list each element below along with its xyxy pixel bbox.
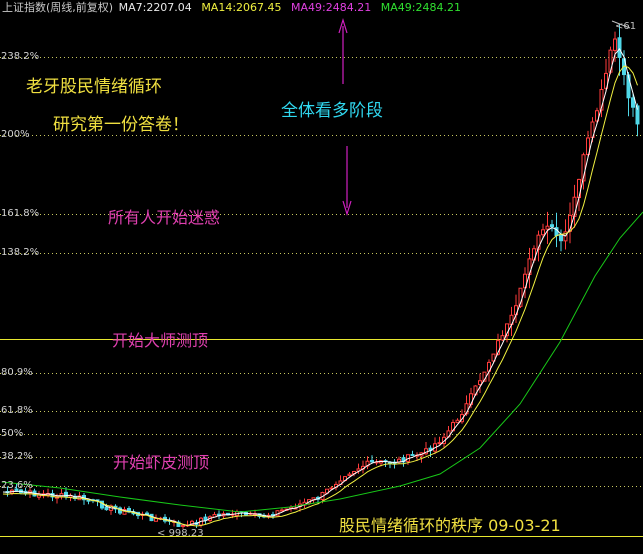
annotation-shrimp-top: 开始虾皮测顶 — [113, 453, 210, 472]
legend-ma49b: MA49:2484.21 — [380, 1, 461, 14]
candle-body — [455, 419, 460, 424]
candle-body — [64, 491, 68, 498]
candle-body — [491, 353, 496, 362]
candle-body — [581, 154, 586, 182]
chart-title: 上证指数(周线,前复权) — [2, 1, 114, 14]
candle-body — [181, 524, 185, 527]
candle-body — [203, 516, 208, 521]
candle-body — [190, 520, 194, 526]
candle-body — [478, 380, 482, 386]
candle-body — [559, 234, 563, 242]
peak-pointer — [611, 20, 631, 29]
fib-level-label: 50% — [1, 428, 24, 439]
legend-ma7: MA7:2207.04 — [118, 1, 192, 14]
candle-body — [631, 97, 635, 108]
fib-level-label: 161.8% — [1, 208, 40, 219]
candle-body — [595, 110, 599, 122]
fib-level-label: 238.2% — [1, 51, 40, 62]
ma7-line — [2, 48, 638, 527]
candle-body — [460, 414, 464, 423]
candle-body — [410, 454, 415, 457]
arrow-up-head — [338, 17, 348, 34]
candle-body — [617, 37, 622, 58]
fib-level-label: 23.6% — [1, 480, 33, 491]
annotation-footer: 股民情绪循环的秩序 09-03-21 — [339, 516, 561, 535]
fib-level-label: 200% — [1, 129, 30, 140]
candle-body — [545, 225, 550, 230]
fib-level-label: 138.2% — [1, 247, 40, 258]
candle-body — [280, 509, 284, 512]
candle-body — [37, 493, 41, 498]
low-price-label: < 998.23 — [157, 528, 204, 539]
low-price-value: 998.23 — [168, 528, 204, 539]
candle-body — [176, 521, 181, 527]
candle-body — [464, 403, 469, 415]
candle-body — [541, 229, 545, 236]
annotation-master-top: 开始大师测顶 — [112, 331, 209, 350]
candle-body — [500, 335, 505, 341]
peak-price-value: 61 — [623, 21, 637, 32]
legend-ma49a: MA49:2484.21 — [291, 1, 372, 14]
candle-body — [536, 234, 541, 250]
candle-body — [496, 340, 500, 355]
fib-level-label: 38.2% — [1, 451, 33, 462]
fib-level-label: 61.8% — [1, 405, 33, 416]
candle-body — [550, 224, 554, 228]
candle-body — [347, 473, 352, 477]
candle-body — [370, 459, 374, 463]
peak-price-label: <61 — [615, 21, 637, 32]
candle-body — [437, 442, 442, 445]
candle-body — [586, 137, 590, 156]
candle-body — [104, 506, 109, 511]
legend-ma14: MA14:2067.45 — [201, 1, 282, 14]
candle-body — [613, 38, 617, 51]
candle-body — [599, 89, 604, 111]
candle-body — [604, 72, 608, 89]
annotation-title-line1: 老牙股民情绪循环 — [26, 77, 162, 97]
arrow-down-head — [342, 200, 352, 217]
chart-legend: 上证指数(周线,前复权) MA7:2207.04 MA14:2067.45 MA… — [2, 1, 467, 15]
annotation-title-line2: 研究第一份答卷！ — [53, 115, 189, 135]
candle-body — [635, 105, 640, 125]
annotation-confused: 所有人开始迷惑 — [108, 208, 221, 227]
fib-level-label: 80.9% — [1, 367, 33, 378]
annotation-bull-phase: 全体看多阶段 — [281, 101, 383, 121]
ma49-line — [1, 211, 643, 513]
